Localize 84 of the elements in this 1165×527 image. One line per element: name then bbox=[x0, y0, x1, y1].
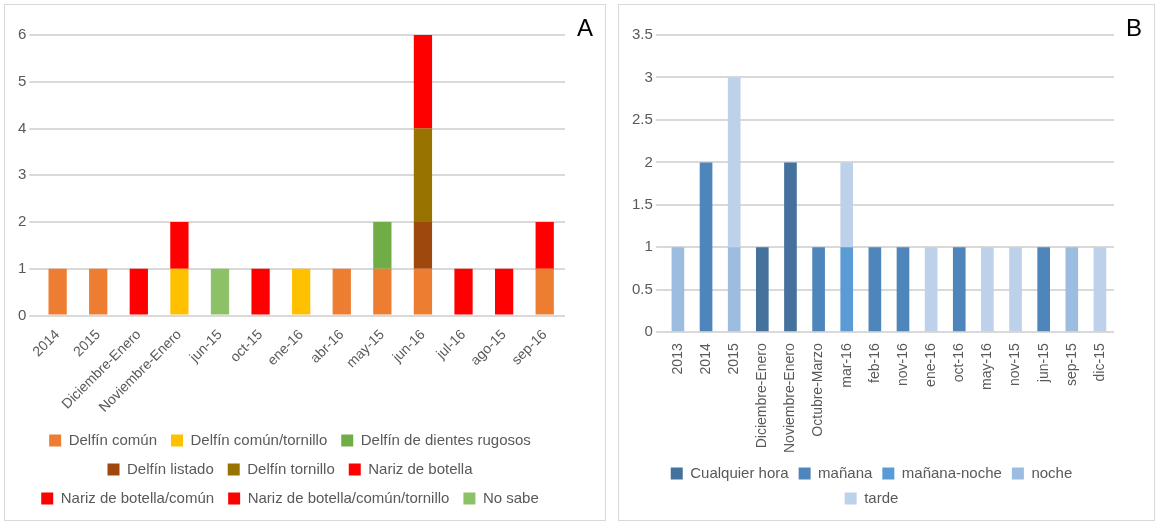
x-tick-label: 2013 bbox=[668, 343, 685, 375]
text: A bbox=[576, 13, 593, 41]
x-tick-label: 2014 bbox=[696, 343, 713, 375]
legend-label: No sabe bbox=[482, 488, 539, 506]
bar bbox=[251, 268, 270, 315]
bar bbox=[89, 268, 108, 315]
bar bbox=[840, 247, 854, 332]
bar bbox=[1093, 247, 1107, 332]
x-tick-label: ene-16 bbox=[921, 343, 938, 387]
y-tick-label: 3 bbox=[18, 165, 27, 183]
bar bbox=[413, 35, 433, 129]
legend-label: Delfín tornillo bbox=[247, 459, 335, 477]
y-tick-label: 5 bbox=[18, 71, 27, 89]
legend-label: mañana bbox=[818, 463, 873, 481]
bar bbox=[981, 247, 994, 332]
bar bbox=[210, 268, 230, 315]
bar bbox=[868, 247, 882, 332]
x-tick-label: feb-16 bbox=[865, 343, 882, 383]
bar bbox=[840, 162, 854, 248]
legend-label: Nariz de botella bbox=[368, 459, 474, 477]
bar bbox=[373, 268, 392, 315]
y-tick-label: 0.5 bbox=[631, 279, 653, 297]
bar bbox=[535, 268, 554, 315]
y-tick-label: 0 bbox=[644, 322, 653, 340]
x-tick-label: jun-15 bbox=[1034, 343, 1051, 384]
bar bbox=[129, 268, 148, 315]
y-tick-label: 2 bbox=[644, 152, 653, 170]
bar bbox=[332, 268, 351, 315]
bar bbox=[727, 77, 741, 248]
x-tick-label: 2015 bbox=[725, 343, 742, 375]
bar bbox=[170, 222, 189, 269]
x-tick-label: may-16 bbox=[978, 343, 995, 390]
y-tick-label: 3 bbox=[644, 67, 653, 85]
bar bbox=[373, 222, 392, 269]
y-tick-label: 1 bbox=[18, 258, 27, 276]
bar bbox=[170, 268, 189, 315]
y-tick-label: 1 bbox=[644, 237, 653, 255]
legend-label: Nariz de botella/común bbox=[60, 488, 215, 506]
bar bbox=[952, 247, 966, 332]
legend-label: tarde bbox=[864, 488, 899, 506]
y-tick-label: 6 bbox=[18, 25, 27, 43]
x-tick-label: sep-15 bbox=[1062, 343, 1079, 387]
legend-label: Delfín común bbox=[68, 430, 158, 448]
bar bbox=[413, 268, 433, 315]
bar bbox=[924, 247, 938, 332]
legend-label: Delfín común/tornillo bbox=[190, 430, 328, 448]
bar bbox=[48, 268, 67, 315]
y-tick-label: 2.5 bbox=[631, 110, 653, 128]
bar bbox=[699, 162, 713, 332]
bar bbox=[494, 268, 514, 315]
bar bbox=[896, 247, 910, 332]
y-tick-label: 4 bbox=[18, 118, 27, 136]
bar bbox=[784, 162, 797, 332]
bar bbox=[413, 128, 433, 223]
bar bbox=[454, 268, 473, 315]
bar bbox=[671, 247, 685, 332]
x-tick-label: nov-15 bbox=[1006, 343, 1023, 387]
y-tick-label: 3.5 bbox=[631, 25, 653, 43]
x-tick-label: mar-16 bbox=[837, 343, 854, 388]
x-tick-label: Octubre-Marzo bbox=[809, 343, 826, 437]
x-tick-label: nov-16 bbox=[893, 343, 910, 387]
bar bbox=[413, 222, 433, 269]
legend-label: mañana-noche bbox=[901, 463, 1002, 481]
legend-label: Nariz de botella/común/tornillo bbox=[247, 488, 450, 506]
text: B bbox=[1125, 13, 1142, 41]
y-tick-label: 2 bbox=[18, 212, 27, 230]
legend-label: Delfín listado bbox=[127, 459, 214, 477]
legend-label: noche bbox=[1031, 463, 1073, 481]
bar bbox=[812, 247, 825, 332]
x-tick-label: oct-16 bbox=[950, 343, 967, 383]
bar bbox=[755, 247, 769, 332]
bar bbox=[292, 268, 311, 315]
bar bbox=[1065, 247, 1079, 332]
bar bbox=[535, 222, 554, 269]
bar bbox=[727, 247, 741, 332]
legend-label: Delfín de dientes rugosos bbox=[360, 430, 531, 448]
bar bbox=[1009, 247, 1022, 332]
bar bbox=[1037, 247, 1050, 332]
y-tick-label: 1.5 bbox=[631, 195, 653, 213]
x-tick-label: dic-15 bbox=[1090, 343, 1107, 382]
x-tick-label: Noviembre-Enero bbox=[781, 343, 798, 454]
x-tick-label: Diciembre-Enero bbox=[753, 343, 770, 449]
legend-label: Cualquier hora bbox=[690, 463, 790, 481]
y-tick-label: 0 bbox=[18, 305, 27, 323]
